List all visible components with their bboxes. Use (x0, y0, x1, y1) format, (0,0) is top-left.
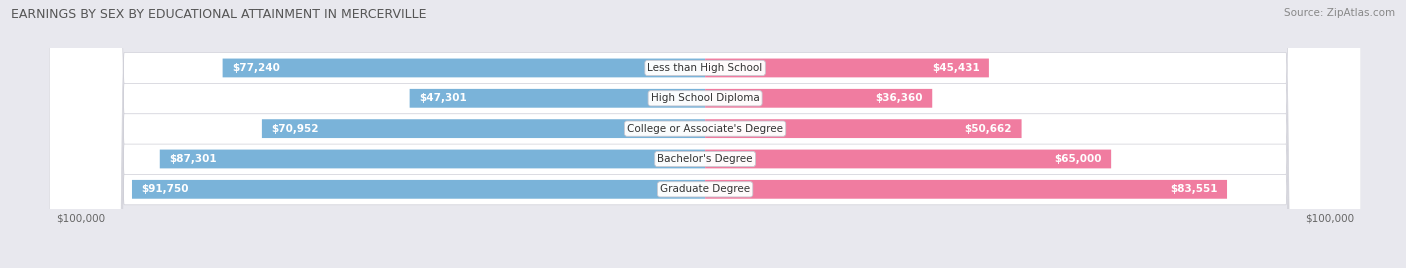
FancyBboxPatch shape (49, 0, 1361, 268)
Text: $45,431: $45,431 (932, 63, 980, 73)
FancyBboxPatch shape (132, 180, 704, 199)
Text: Bachelor's Degree: Bachelor's Degree (658, 154, 752, 164)
Text: $77,240: $77,240 (232, 63, 280, 73)
FancyBboxPatch shape (704, 180, 1227, 199)
Text: $70,952: $70,952 (271, 124, 319, 134)
Text: $47,301: $47,301 (419, 93, 467, 103)
Text: $65,000: $65,000 (1054, 154, 1102, 164)
FancyBboxPatch shape (160, 150, 704, 168)
FancyBboxPatch shape (704, 119, 1022, 138)
FancyBboxPatch shape (49, 0, 1361, 268)
FancyBboxPatch shape (704, 150, 1111, 168)
Text: Less than High School: Less than High School (648, 63, 762, 73)
FancyBboxPatch shape (222, 58, 704, 77)
Text: $50,662: $50,662 (965, 124, 1012, 134)
Text: College or Associate's Degree: College or Associate's Degree (627, 124, 783, 134)
FancyBboxPatch shape (704, 58, 988, 77)
FancyBboxPatch shape (704, 89, 932, 108)
FancyBboxPatch shape (49, 0, 1361, 268)
FancyBboxPatch shape (262, 119, 704, 138)
FancyBboxPatch shape (409, 89, 704, 108)
FancyBboxPatch shape (49, 0, 1361, 268)
Text: High School Diploma: High School Diploma (651, 93, 759, 103)
FancyBboxPatch shape (49, 0, 1361, 268)
Text: $91,750: $91,750 (142, 184, 188, 194)
Text: $83,551: $83,551 (1170, 184, 1218, 194)
Text: Source: ZipAtlas.com: Source: ZipAtlas.com (1284, 8, 1395, 18)
Text: $87,301: $87,301 (169, 154, 217, 164)
Text: EARNINGS BY SEX BY EDUCATIONAL ATTAINMENT IN MERCERVILLE: EARNINGS BY SEX BY EDUCATIONAL ATTAINMEN… (11, 8, 427, 21)
Text: $36,360: $36,360 (876, 93, 922, 103)
Text: Graduate Degree: Graduate Degree (659, 184, 751, 194)
